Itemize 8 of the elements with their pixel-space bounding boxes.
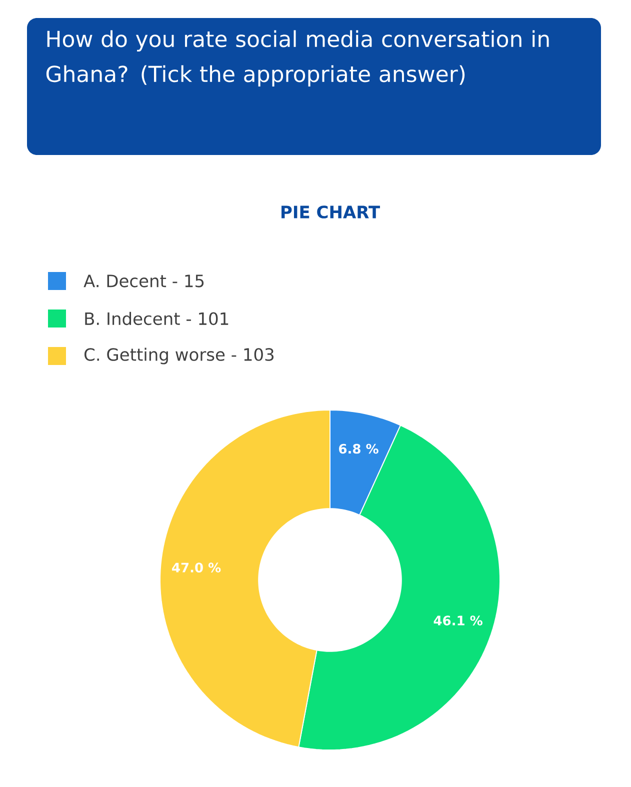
legend-label: C. Getting worse - 103 <box>84 348 274 364</box>
chart-title: How do you rate social media conversation in Ghana? (Tick the appropriate answer) <box>46 30 549 86</box>
data-label: 6.8 % <box>339 444 378 454</box>
legend-label: B. Indecent - 101 <box>85 312 228 326</box>
legend-label: A. Decent - 15 <box>84 274 204 288</box>
data-label: 46.1 % <box>434 616 482 626</box>
chart-subtitle: PIE CHART <box>282 206 380 218</box>
data-label: 47.0 % <box>172 562 221 572</box>
